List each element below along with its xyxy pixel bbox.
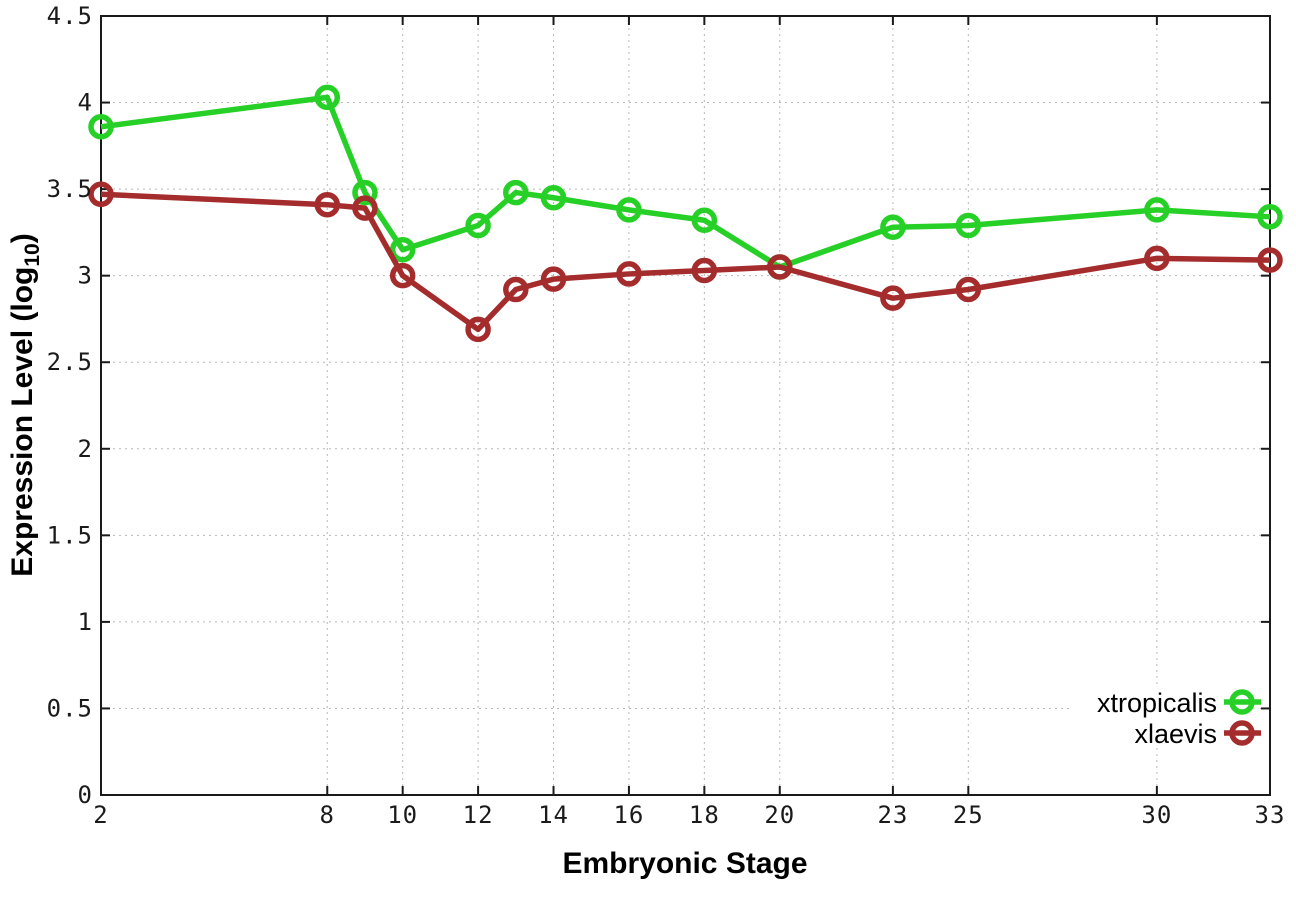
- y-tick-label-2.5: 2.5: [47, 348, 93, 376]
- data-point-xlaevis-stage-20: [767, 254, 793, 280]
- x-tick-label-12: 12: [463, 801, 494, 829]
- series-line-xtropicalis: [100, 94, 1271, 270]
- data-point-xtropicalis-stage-2: [88, 114, 114, 140]
- x-tick-label-2: 2: [93, 801, 108, 829]
- data-point-xlaevis-stage-10: [389, 262, 416, 289]
- y-tick-label-3: 3: [78, 262, 93, 290]
- legend-marker-xtropicalis-icon: [1229, 689, 1255, 715]
- data-point-xtropicalis-stage-25: [955, 212, 982, 239]
- y-tick-label-0: 0: [78, 781, 93, 809]
- data-point-xtropicalis-stage-14: [540, 185, 567, 211]
- legend-marker-xlaevis-icon: [1229, 720, 1255, 746]
- x-tick-label-18: 18: [689, 801, 720, 829]
- x-tick-label-30: 30: [1141, 801, 1172, 829]
- x-tick-label-10: 10: [387, 801, 418, 829]
- data-point-xlaevis-stage-14: [540, 266, 567, 292]
- y-tick-label-4.5: 4.5: [47, 2, 93, 30]
- data-point-xlaevis-stage-13: [503, 276, 529, 303]
- x-tick-label-23: 23: [877, 801, 908, 829]
- y-tick-label-1: 1: [78, 608, 93, 636]
- y-axis-title: Expression Level (log10): [6, 233, 44, 576]
- data-point-xlaevis-stage-8: [314, 191, 341, 218]
- x-tick-label-25: 25: [953, 801, 984, 829]
- data-point-xtropicalis-stage-18: [691, 207, 718, 234]
- data-point-xlaevis-stage-25: [955, 276, 982, 303]
- data-point-xtropicalis-stage-30: [1144, 197, 1170, 223]
- y-axis-title-subscript: 10: [21, 243, 44, 266]
- x-tick-label-16: 16: [613, 801, 644, 829]
- data-point-xtropicalis-stage-12: [465, 212, 491, 239]
- x-tick-label-8: 8: [320, 801, 335, 829]
- plot-border: [100, 15, 1271, 796]
- data-point-xlaevis-stage-33: [1257, 247, 1283, 273]
- data-point-xlaevis-stage-9: [352, 195, 378, 221]
- tick-marks-layer: [100, 15, 1271, 796]
- x-axis-title: Embryonic Stage: [562, 847, 807, 880]
- data-point-xtropicalis-stage-33: [1257, 204, 1283, 230]
- series-xtropicalis: [88, 84, 1283, 280]
- y-tick-label-1.5: 1.5: [47, 521, 93, 549]
- data-point-xlaevis-stage-18: [691, 257, 718, 284]
- data-point-xlaevis-stage-23: [880, 285, 906, 311]
- y-tick-label-3.5: 3.5: [47, 175, 93, 203]
- legend: xtropicalis xlaevis: [1070, 684, 1261, 749]
- y-tick-label-0.5: 0.5: [47, 694, 93, 722]
- data-point-xlaevis-stage-30: [1144, 245, 1170, 272]
- series-xlaevis: [88, 181, 1283, 343]
- data-point-xlaevis-stage-12: [465, 316, 491, 343]
- y-axis-title-main: Expression Level (log: [6, 267, 39, 577]
- data-point-xtropicalis-stage-10: [389, 236, 416, 263]
- y-axis-title-suffix: ): [6, 233, 39, 243]
- data-point-xlaevis-stage-2: [88, 181, 114, 208]
- legend-background: [1070, 684, 1260, 748]
- tick-labels-layer: 2 8 10 12 14 16 18 20 23 25 30 33 0 0.5 1 1.5 2 2.5 3 3.5 4 4…: [47, 2, 1286, 829]
- series-layer: [88, 84, 1283, 343]
- data-point-xtropicalis-stage-23: [880, 214, 906, 240]
- x-tick-label-14: 14: [538, 801, 569, 829]
- grid-layer: [100, 15, 1271, 796]
- y-tick-label-4: 4: [78, 89, 93, 117]
- data-point-xtropicalis-stage-13: [503, 179, 529, 206]
- x-tick-label-33: 33: [1255, 801, 1286, 829]
- data-point-xlaevis-stage-16: [616, 261, 642, 287]
- data-point-xtropicalis-stage-16: [616, 197, 642, 223]
- x-tick-label-20: 20: [764, 801, 795, 829]
- data-point-xtropicalis-stage-8: [314, 84, 341, 111]
- legend-label-xlaevis: xlaevis: [1134, 719, 1217, 749]
- legend-label-xtropicalis: xtropicalis: [1097, 688, 1217, 718]
- data-point-xtropicalis-stage-9: [352, 179, 378, 206]
- y-tick-label-2: 2: [78, 435, 93, 463]
